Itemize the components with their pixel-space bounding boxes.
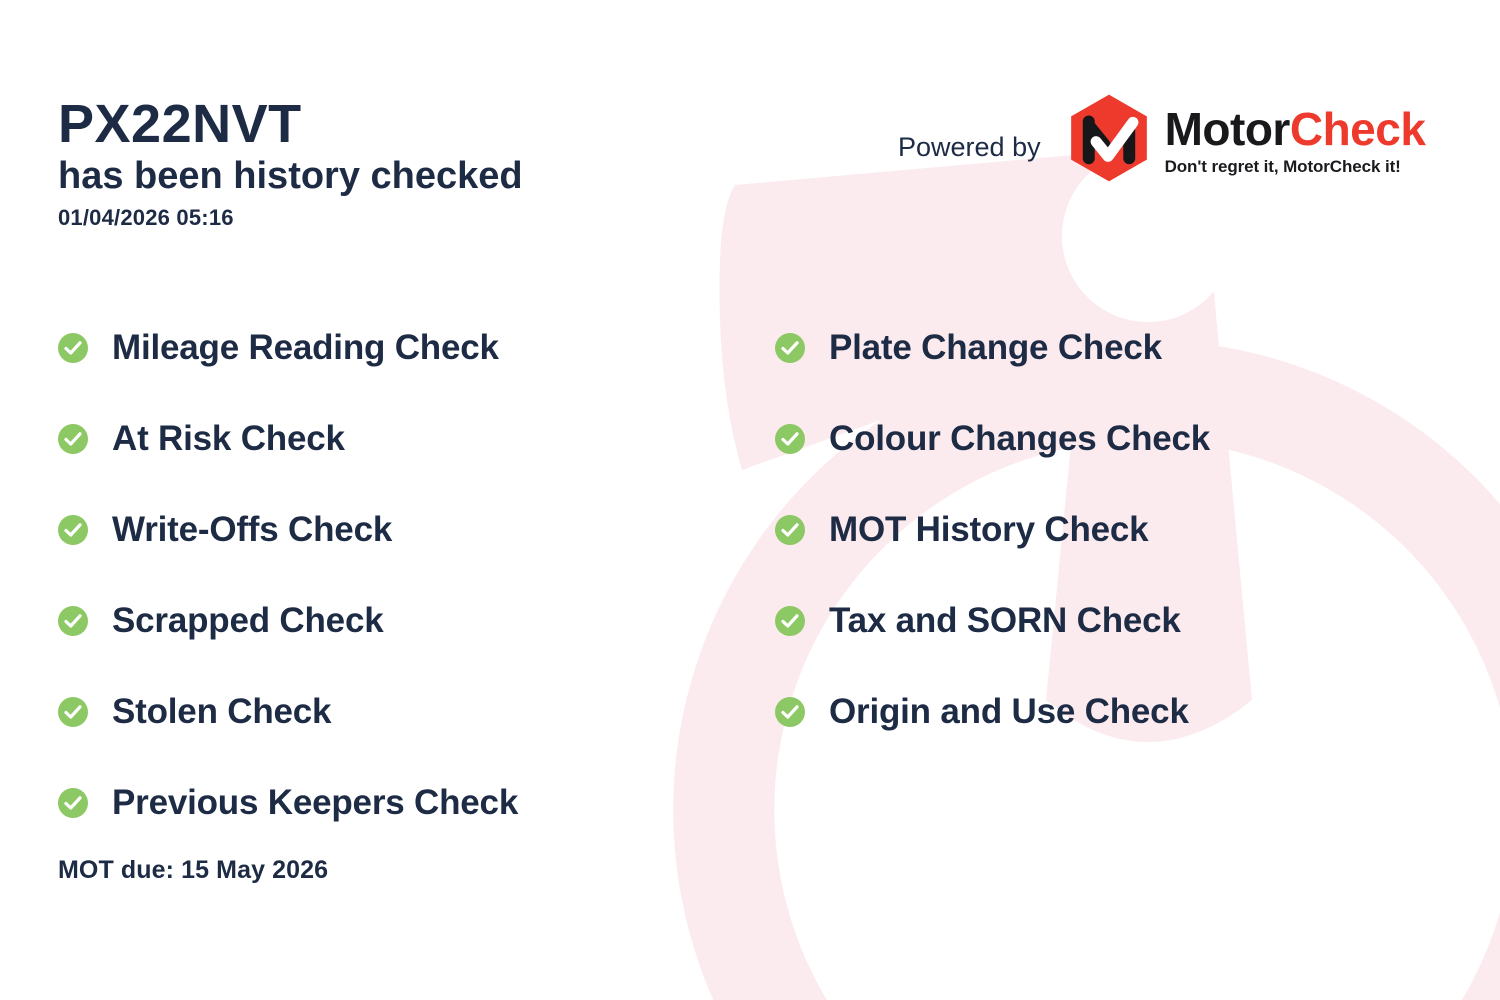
check-circle-icon	[775, 423, 805, 454]
check-label: Previous Keepers Check	[112, 783, 519, 822]
vehicle-registration-plate: PX22NVT	[58, 94, 302, 154]
check-circle-icon	[775, 332, 805, 363]
mot-due-date: MOT due: 15 May 2026	[58, 856, 329, 884]
check-circle-icon	[775, 605, 805, 636]
list-item: Previous Keepers Check	[58, 757, 518, 848]
powered-by-brand: Powered by MotorCheck Don't regret it, M…	[898, 92, 1426, 184]
wordmark-check: Check	[1289, 102, 1426, 155]
page-subtitle: has been history checked	[58, 155, 523, 198]
list-item: MOT History Check	[775, 484, 1210, 575]
list-item: Plate Change Check	[775, 302, 1210, 393]
motorcheck-wordmark-block: MotorCheck Don't regret it, MotorCheck i…	[1165, 106, 1426, 177]
list-item: Origin and Use Check	[775, 666, 1210, 757]
list-item: Tax and SORN Check	[775, 575, 1210, 666]
check-circle-icon	[58, 787, 88, 818]
checks-left-column: Mileage Reading Check At Risk Check Writ…	[58, 302, 518, 848]
list-item: At Risk Check	[58, 393, 518, 484]
check-label: Write-Offs Check	[112, 510, 393, 549]
check-circle-icon	[58, 423, 88, 454]
check-label: Tax and SORN Check	[829, 601, 1181, 640]
check-label: Colour Changes Check	[829, 419, 1211, 458]
brand-tagline: Don't regret it, MotorCheck it!	[1164, 156, 1401, 176]
wordmark-motor: Motor	[1164, 102, 1291, 155]
motorcheck-wordmark: MotorCheck	[1165, 106, 1426, 152]
list-item: Mileage Reading Check	[58, 302, 518, 393]
motorcheck-hexagon-logo-icon	[1070, 94, 1147, 182]
check-label: Plate Change Check	[829, 328, 1162, 367]
check-circle-icon	[775, 514, 805, 545]
powered-by-label: Powered by	[898, 131, 1041, 162]
check-circle-icon	[58, 514, 88, 545]
check-label: Origin and Use Check	[829, 692, 1189, 731]
check-timestamp: 01/04/2026 05:16	[58, 204, 234, 230]
check-circle-icon	[775, 696, 805, 727]
list-item: Stolen Check	[58, 666, 518, 757]
check-label: At Risk Check	[112, 419, 345, 458]
check-label: Scrapped Check	[112, 601, 384, 640]
list-item: Write-Offs Check	[58, 484, 518, 575]
check-label: Mileage Reading Check	[112, 328, 499, 367]
check-circle-icon	[58, 605, 88, 636]
list-item: Scrapped Check	[58, 575, 518, 666]
list-item: Colour Changes Check	[775, 393, 1210, 484]
check-label: MOT History Check	[829, 510, 1149, 549]
page-title-block: PX22NVT has been history checked 01/04/2…	[58, 96, 523, 231]
check-circle-icon	[58, 332, 88, 363]
check-label: Stolen Check	[112, 692, 332, 731]
checks-right-column: Plate Change Check Colour Changes Check …	[775, 302, 1210, 757]
check-circle-icon	[58, 696, 88, 727]
